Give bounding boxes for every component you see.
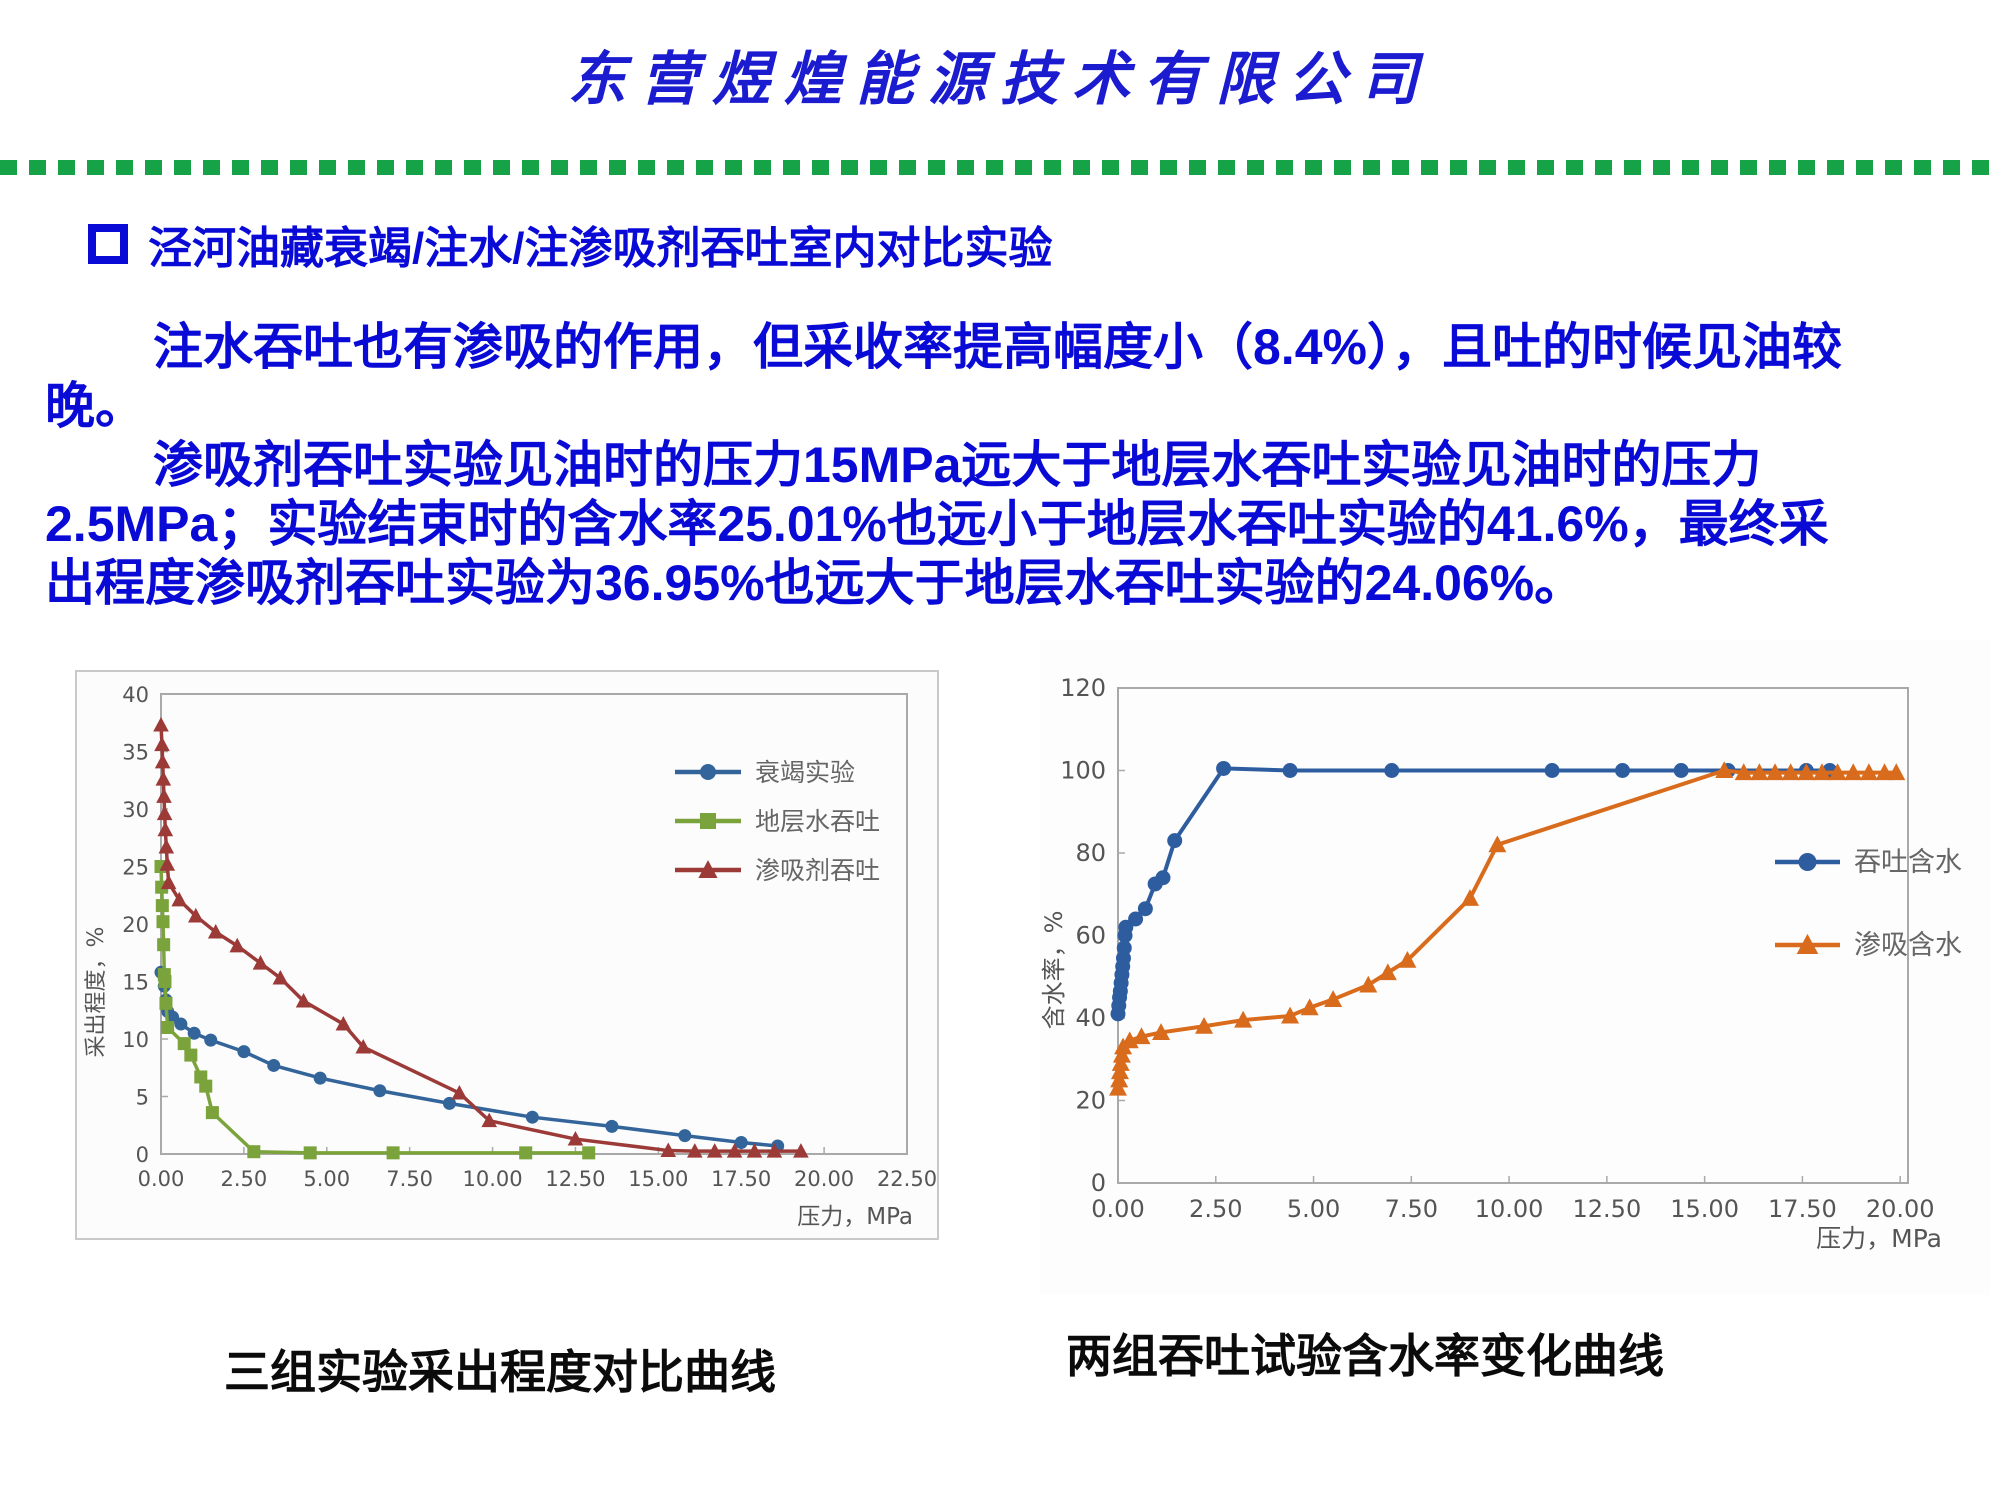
green-dashed-divider <box>0 160 2000 175</box>
svg-text:2.50: 2.50 <box>1189 1195 1242 1223</box>
paragraph-line: 2.5MPa；实验结束时的含水率25.01%也远小于地层水吞吐实验的41.6%，… <box>45 496 1829 552</box>
svg-text:20.00: 20.00 <box>794 1167 854 1191</box>
svg-text:7.50: 7.50 <box>1385 1195 1438 1223</box>
svg-text:20: 20 <box>122 913 149 937</box>
body-text: 注水吞吐也有渗吸的作用，但采收率提高幅度小（8.4%），且吐的时候见油较 晚。 … <box>45 318 1960 613</box>
svg-text:10.00: 10.00 <box>1475 1195 1544 1223</box>
svg-text:80: 80 <box>1075 839 1106 867</box>
svg-text:60: 60 <box>1075 922 1106 950</box>
svg-text:衰竭实验: 衰竭实验 <box>755 758 855 787</box>
svg-text:17.50: 17.50 <box>1768 1195 1837 1223</box>
svg-text:5.00: 5.00 <box>1287 1195 1340 1223</box>
svg-text:120: 120 <box>1060 674 1106 702</box>
svg-text:22.50: 22.50 <box>877 1167 937 1191</box>
svg-text:17.50: 17.50 <box>711 1167 771 1191</box>
svg-text:15: 15 <box>122 971 149 995</box>
svg-text:5: 5 <box>136 1086 149 1110</box>
svg-text:20.00: 20.00 <box>1866 1195 1935 1223</box>
svg-text:2.50: 2.50 <box>221 1167 268 1191</box>
company-title: 东营煜煌能源技术有限公司 <box>567 45 1432 113</box>
svg-text:10.00: 10.00 <box>462 1167 522 1191</box>
paragraph-1: 注水吞吐也有渗吸的作用，但采收率提高幅度小（8.4%），且吐的时候见油较 晚。 <box>45 318 1960 436</box>
svg-text:40: 40 <box>1075 1004 1106 1032</box>
svg-text:7.50: 7.50 <box>386 1167 433 1191</box>
svg-text:渗吸含水: 渗吸含水 <box>1854 930 1962 961</box>
paragraph-2: 渗吸剂吞吐实验见油时的压力15MPa远大于地层水吞吐实验见油时的压力 2.5MP… <box>45 436 1960 613</box>
paragraph-line: 晚。 <box>45 378 145 434</box>
paragraph-line: 渗吸剂吞吐实验见油时的压力15MPa远大于地层水吞吐实验见油时的压力 <box>153 437 1762 493</box>
svg-text:含水率，%: 含水率，% <box>1040 911 1068 1030</box>
svg-text:35: 35 <box>122 741 149 765</box>
left-chart-caption: 三组实验采出程度对比曲线 <box>224 1346 776 1398</box>
svg-text:渗吸剂吞吐: 渗吸剂吞吐 <box>755 856 880 885</box>
svg-text:12.50: 12.50 <box>1573 1195 1642 1223</box>
svg-text:15.00: 15.00 <box>1670 1195 1739 1223</box>
svg-text:100: 100 <box>1060 757 1106 785</box>
svg-text:地层水吞吐: 地层水吞吐 <box>755 807 880 836</box>
svg-text:0.00: 0.00 <box>1091 1195 1144 1223</box>
section-heading-text: 泾河油藏衰竭/注水/注渗吸剂吞吐室内对比实验 <box>148 224 1053 273</box>
svg-text:10: 10 <box>122 1028 149 1052</box>
svg-text:压力，MPa: 压力，MPa <box>797 1204 913 1230</box>
svg-text:0: 0 <box>1091 1169 1106 1197</box>
paragraph-line: 出程度渗吸剂吞吐实验为36.95%也远大于地层水吞吐实验的24.06%。 <box>45 555 1585 611</box>
right-chart-caption: 两组吞吐试验含水率变化曲线 <box>1066 1330 1664 1382</box>
watercut-chart-panel: 0.00 2.50 5.00 7.50 10.00 12.50 15.00 17.50 20.0… <box>1040 640 1990 1295</box>
svg-text:吞吐含水: 吞吐含水 <box>1854 847 1962 878</box>
svg-text:15.00: 15.00 <box>628 1167 688 1191</box>
svg-text:12.50: 12.50 <box>545 1167 605 1191</box>
svg-text:采出程度，%: 采出程度，% <box>84 927 109 1058</box>
bullet-square-icon <box>88 224 128 264</box>
svg-text:20: 20 <box>1075 1087 1106 1115</box>
svg-text:40: 40 <box>122 683 149 707</box>
svg-text:0.00: 0.00 <box>138 1167 185 1191</box>
section-heading: 泾河油藏衰竭/注水/注渗吸剂吞吐室内对比实验 <box>88 212 1052 276</box>
svg-text:30: 30 <box>122 798 149 822</box>
svg-text:压力，MPa: 压力，MPa <box>1816 1224 1942 1253</box>
svg-text:25: 25 <box>122 856 149 880</box>
recovery-chart-svg: 0.00 2.50 5.00 7.50 10.00 12.50 15.00 17.50 20.0… <box>84 683 937 1230</box>
paragraph-line: 注水吞吐也有渗吸的作用，但采收率提高幅度小（8.4%），且吐的时候见油较 <box>153 319 1842 375</box>
watercut-chart-svg: 0.00 2.50 5.00 7.50 10.00 12.50 15.00 17.50 20.0… <box>1040 674 1962 1253</box>
svg-text:5.00: 5.00 <box>303 1167 350 1191</box>
recovery-chart-panel: 0.00 2.50 5.00 7.50 10.00 12.50 15.00 17.50 20.0… <box>75 670 939 1240</box>
svg-text:0: 0 <box>136 1143 149 1167</box>
